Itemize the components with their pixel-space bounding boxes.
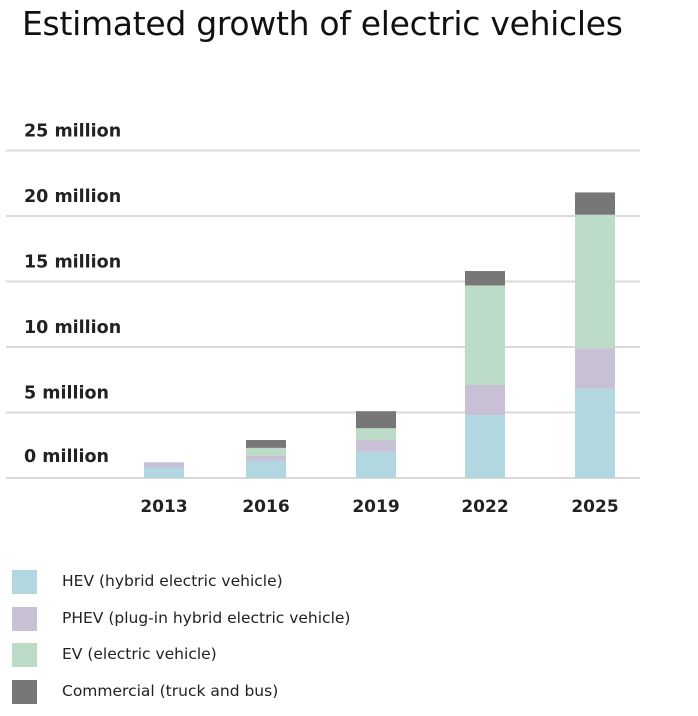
- bar-segment-hev: [575, 388, 615, 478]
- bars: [144, 192, 615, 478]
- bar-stack-2022: [465, 271, 505, 478]
- x-tick-label: 2013: [140, 497, 187, 517]
- legend-label: PHEV (plug-in hybrid electric vehicle): [62, 608, 351, 627]
- legend-label: EV (electric vehicle): [62, 645, 217, 663]
- legend-swatch: [12, 643, 37, 667]
- x-tick-label: 2022: [461, 497, 508, 517]
- bar-stack-2025: [575, 192, 615, 478]
- bar-segment-hev: [465, 415, 505, 478]
- y-axis-tick-labels: 0 million 5 million 10 million 15 million 20…: [24, 122, 121, 468]
- y-tick-label: 0 million: [24, 447, 109, 467]
- gridlines: [6, 149, 640, 479]
- bar-segment-phev: [144, 462, 184, 468]
- bar-segment-commercial: [465, 271, 505, 286]
- y-tick-label: 15 million: [24, 253, 121, 273]
- legend-label: HEV (hybrid electric vehicle): [62, 572, 283, 590]
- bar-segment-hev: [144, 467, 184, 478]
- bar-segment-phev: [246, 455, 286, 461]
- x-tick-label: 2019: [352, 497, 399, 517]
- bar-segment-ev: [246, 447, 286, 456]
- y-tick-label: 25 million: [24, 122, 121, 142]
- bar-segment-phev: [465, 384, 505, 416]
- x-tick-label: 2016: [242, 497, 289, 517]
- bar-segment-hev: [356, 451, 396, 478]
- bar-segment-hev: [246, 460, 286, 478]
- bar-segment-ev: [465, 285, 505, 385]
- bar-segment-commercial: [356, 411, 396, 429]
- y-tick-label: 20 million: [24, 187, 121, 207]
- legend-swatch: [12, 606, 37, 631]
- bar-stack-2019: [356, 411, 396, 478]
- stacked-bar-chart: 0 million 5 million 10 million 15 million 20…: [6, 122, 640, 517]
- x-axis-tick-labels: 2013 2016 2019 2022 2025: [140, 497, 618, 517]
- y-tick-label: 10 million: [24, 318, 121, 338]
- legend-label: Commercial (truck and bus): [62, 681, 279, 700]
- chart-title: Estimated growth of electric vehicles: [22, 4, 623, 43]
- bar-segment-ev: [575, 214, 615, 349]
- legend-swatch: [12, 679, 37, 704]
- x-tick-label: 2025: [571, 497, 618, 517]
- bar-segment-commercial: [575, 192, 615, 215]
- bar-stack-2013: [144, 462, 184, 478]
- bar-segment-commercial: [246, 440, 286, 448]
- bar-stack-2016: [246, 440, 286, 478]
- y-tick-label: 5 million: [24, 384, 109, 404]
- bar-segment-phev: [575, 348, 615, 389]
- bar-segment-ev: [356, 428, 396, 441]
- legend-swatch: [12, 570, 37, 594]
- bar-segment-phev: [356, 440, 396, 452]
